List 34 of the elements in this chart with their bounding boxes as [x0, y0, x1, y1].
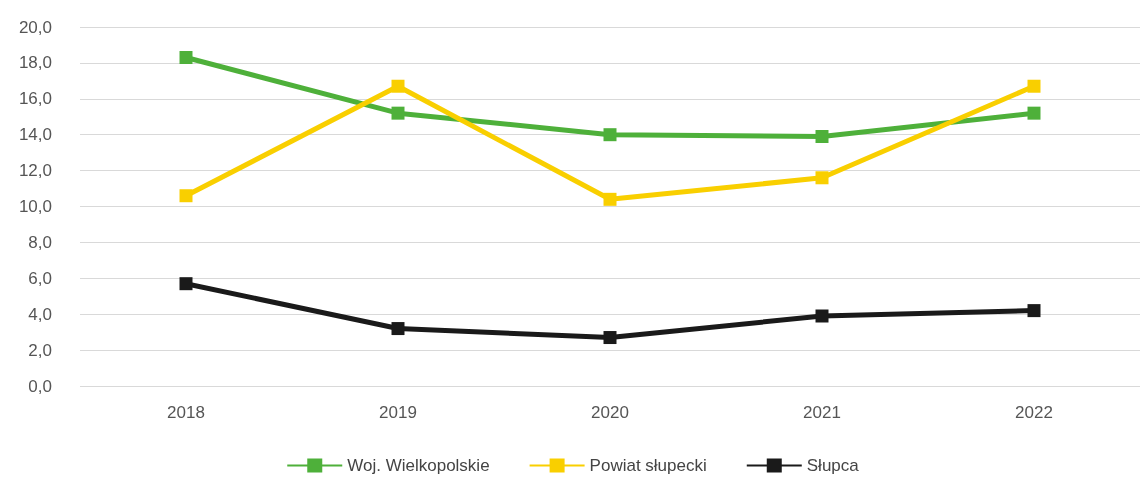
- y-tick-label: 2,0: [28, 340, 52, 360]
- point: [815, 309, 829, 323]
- x-tick-label: 2022: [1015, 403, 1053, 422]
- point: [603, 192, 617, 206]
- y-tick-label: 0,0: [28, 376, 52, 396]
- y-tick-label: 14,0: [18, 125, 52, 145]
- y-tick-label: 18,0: [18, 53, 52, 73]
- point: [391, 79, 405, 93]
- point: [179, 51, 193, 65]
- point: [1027, 304, 1041, 318]
- x-tick-label: 2019: [379, 403, 417, 422]
- point: [179, 189, 193, 203]
- y-tick-label: 20,0: [18, 17, 52, 37]
- y-tick-label: 8,0: [28, 232, 52, 252]
- legend-label: Słupca: [806, 456, 860, 475]
- point: [391, 322, 405, 336]
- x-tick-label: 2018: [167, 403, 205, 422]
- y-tick-label: 16,0: [18, 89, 52, 109]
- y-tick-label: 4,0: [28, 304, 52, 324]
- x-tick-label: 2020: [591, 403, 629, 422]
- legend-label: Powiat słupecki: [589, 456, 707, 475]
- point: [391, 106, 405, 120]
- legend-label: Woj. Wielkopolskie: [347, 456, 490, 475]
- point: [1027, 106, 1041, 120]
- x-tick-label: 2021: [803, 403, 841, 422]
- y-tick-label: 10,0: [18, 197, 52, 216]
- point: [1027, 79, 1041, 93]
- point: [815, 171, 829, 185]
- point: [179, 277, 193, 291]
- point: [603, 128, 617, 142]
- point: [815, 129, 829, 143]
- y-tick-label: 12,0: [18, 161, 52, 181]
- y-tick-label: 6,0: [28, 268, 52, 288]
- point: [603, 331, 617, 345]
